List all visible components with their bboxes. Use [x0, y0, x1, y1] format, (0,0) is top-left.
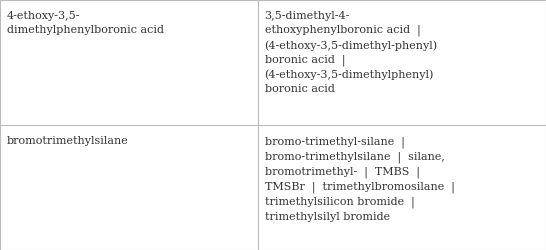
Text: 4-ethoxy-3,5-
dimethylphenylboronic acid: 4-ethoxy-3,5- dimethylphenylboronic acid [7, 11, 164, 35]
Text: 3,5-dimethyl-4-
ethoxyphenylboronic acid  |
(4-ethoxy-3,5-dimethyl-phenyl)
boron: 3,5-dimethyl-4- ethoxyphenylboronic acid… [264, 11, 438, 94]
Text: bromo-trimethyl-silane  |
bromo-trimethylsilane  |  silane,
bromotrimethyl-  |  : bromo-trimethyl-silane | bromo-trimethyl… [264, 136, 454, 222]
Text: bromotrimethylsilane: bromotrimethylsilane [7, 136, 128, 146]
